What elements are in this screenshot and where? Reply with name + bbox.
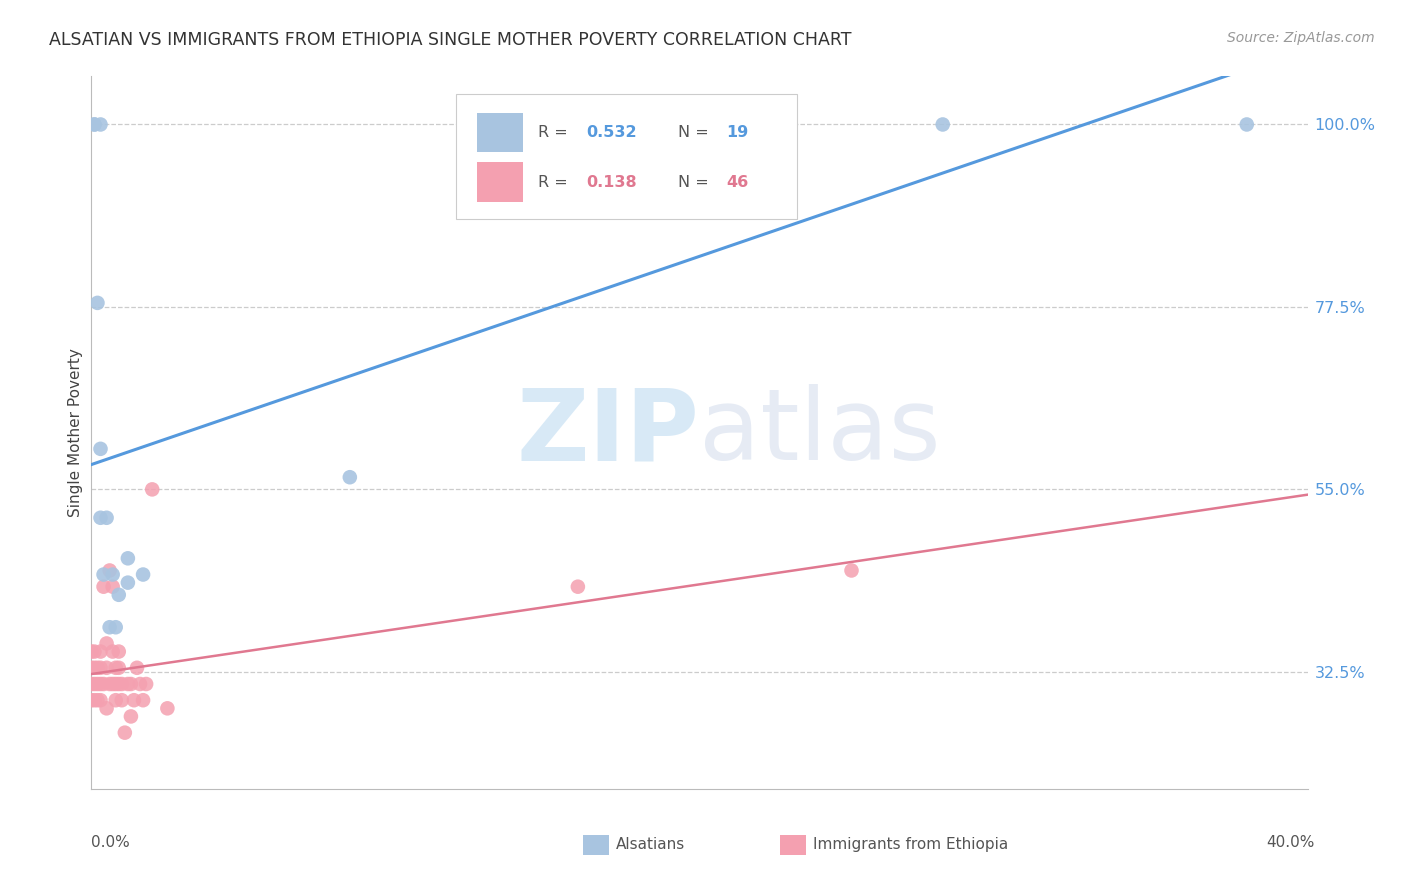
Text: ZIP: ZIP — [516, 384, 699, 481]
Point — [339, 470, 361, 484]
FancyBboxPatch shape — [477, 162, 523, 202]
Text: 46: 46 — [727, 175, 748, 189]
Point — [86, 296, 108, 310]
Point — [89, 693, 111, 707]
Text: N =: N = — [678, 125, 713, 140]
Point — [83, 118, 105, 132]
Point — [83, 693, 105, 707]
Text: Source: ZipAtlas.com: Source: ZipAtlas.com — [1227, 31, 1375, 45]
Point — [107, 677, 129, 691]
Point — [89, 644, 111, 658]
Point — [83, 644, 105, 658]
Point — [89, 677, 111, 691]
Point — [98, 564, 121, 578]
Point — [117, 575, 139, 590]
Point — [89, 661, 111, 675]
Text: 0.532: 0.532 — [586, 125, 637, 140]
Point — [104, 661, 127, 675]
Text: atlas: atlas — [699, 384, 941, 481]
Point — [111, 693, 134, 707]
Point — [104, 693, 127, 707]
FancyBboxPatch shape — [477, 113, 523, 153]
Text: R =: R = — [537, 125, 572, 140]
Point — [120, 709, 142, 723]
Point — [841, 564, 863, 578]
Point — [96, 701, 118, 715]
Point — [93, 580, 115, 594]
Point — [80, 644, 103, 658]
Point — [120, 677, 142, 691]
Point — [1236, 118, 1258, 132]
Point — [111, 677, 134, 691]
Point — [89, 510, 111, 524]
Point — [114, 725, 136, 739]
Point — [93, 677, 115, 691]
Point — [83, 118, 105, 132]
Point — [101, 567, 124, 582]
Point — [117, 551, 139, 566]
Point — [80, 693, 103, 707]
Point — [125, 661, 148, 675]
Point — [96, 636, 118, 650]
Text: Alsatians: Alsatians — [616, 838, 685, 852]
Text: N =: N = — [678, 175, 713, 189]
Point — [101, 580, 124, 594]
Point — [931, 118, 953, 132]
Point — [86, 677, 108, 691]
Point — [80, 677, 103, 691]
Y-axis label: Single Mother Poverty: Single Mother Poverty — [67, 348, 83, 517]
Point — [86, 693, 108, 707]
Text: 19: 19 — [727, 125, 748, 140]
Point — [104, 620, 127, 634]
Point — [104, 677, 127, 691]
Point — [80, 661, 103, 675]
Point — [83, 661, 105, 675]
Point — [101, 644, 124, 658]
Point — [93, 567, 115, 582]
Text: 0.0%: 0.0% — [91, 836, 131, 850]
Point — [749, 118, 772, 132]
Point — [135, 677, 157, 691]
Point — [98, 677, 121, 691]
Point — [96, 661, 118, 675]
Point — [96, 510, 118, 524]
FancyBboxPatch shape — [456, 94, 797, 219]
Point — [86, 661, 108, 675]
Point — [107, 644, 129, 658]
Point — [129, 677, 152, 691]
Point — [98, 620, 121, 634]
Point — [107, 588, 129, 602]
Point — [141, 483, 163, 497]
Point — [132, 693, 155, 707]
Point — [101, 677, 124, 691]
Point — [132, 567, 155, 582]
Point — [567, 580, 589, 594]
Point — [107, 661, 129, 675]
Text: ALSATIAN VS IMMIGRANTS FROM ETHIOPIA SINGLE MOTHER POVERTY CORRELATION CHART: ALSATIAN VS IMMIGRANTS FROM ETHIOPIA SIN… — [49, 31, 852, 49]
Point — [156, 701, 179, 715]
Point — [83, 677, 105, 691]
Text: 40.0%: 40.0% — [1267, 836, 1315, 850]
Point — [89, 118, 111, 132]
Text: Immigrants from Ethiopia: Immigrants from Ethiopia — [813, 838, 1008, 852]
Point — [89, 442, 111, 456]
Point — [122, 693, 145, 707]
Text: 0.138: 0.138 — [586, 175, 637, 189]
Text: R =: R = — [537, 175, 572, 189]
Point — [117, 677, 139, 691]
